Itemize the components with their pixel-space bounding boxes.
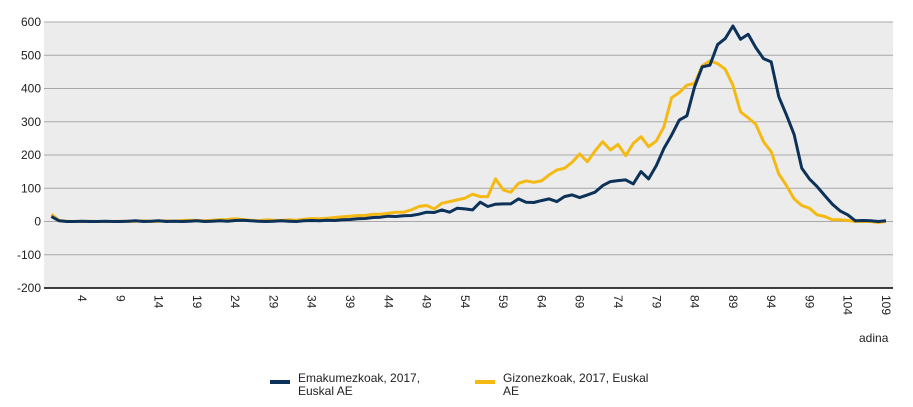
- x-tick-label: 59: [496, 295, 510, 309]
- series-lines: [50, 24, 887, 224]
- x-tick-label: 44: [381, 295, 395, 309]
- y-tick-label: 600: [21, 15, 41, 29]
- x-tick-label: 4: [75, 295, 89, 302]
- legend-label-emakumezkoak: Emakumezkoak, 2017, Euskal AE: [298, 371, 421, 398]
- y-tick-label: 0: [34, 215, 41, 229]
- legend-swatch-emakumezkoak: [270, 380, 290, 384]
- y-tick-label: -200: [17, 281, 41, 295]
- legend: Emakumezkoak, 2017, Euskal AE Gizonezkoa…: [270, 372, 650, 398]
- x-axis-ticks: 4 9 14 19 24 29 34 39 44 49 54 59 64 69 74 79 84 89 94 99 10…: [75, 295, 893, 315]
- y-tick-label: 300: [21, 115, 41, 129]
- x-tick-label: 99: [802, 295, 816, 309]
- series-line-emakumezkoak: [50, 24, 887, 223]
- y-tick-label: 100: [21, 181, 41, 195]
- legend-swatch-gizonezkoak: [475, 380, 495, 384]
- x-tick-label: 24: [228, 295, 242, 309]
- x-tick-label: 19: [190, 295, 204, 309]
- x-tick-label: 79: [649, 295, 663, 309]
- x-tick-label: 9: [113, 295, 127, 302]
- x-tick-label: 29: [266, 295, 280, 309]
- legend-item-emakumezkoak[interactable]: Emakumezkoak, 2017, Euskal AE: [270, 372, 445, 398]
- x-tick-label: 84: [688, 295, 702, 309]
- x-tick-label: 34: [305, 295, 319, 309]
- x-axis-label: adina: [859, 331, 889, 345]
- x-tick-label: 109: [879, 295, 893, 315]
- y-axis-ticks: -200 -100 0 100 200 300 400 500 600: [17, 15, 41, 295]
- x-tick-label: 49: [420, 295, 434, 309]
- legend-label-gizonezkoak: Gizonezkoak, 2017, Euskal AE: [503, 371, 649, 398]
- x-tick-label: 89: [726, 295, 740, 309]
- x-tick-label: 74: [611, 295, 625, 309]
- x-tick-label: 94: [764, 295, 778, 309]
- x-tick-label: 104: [841, 295, 855, 315]
- y-tick-label: 500: [21, 48, 41, 62]
- x-tick-label: 64: [534, 295, 548, 309]
- y-tick-label: -100: [17, 248, 41, 262]
- legend-item-gizonezkoak[interactable]: Gizonezkoak, 2017, Euskal AE: [475, 372, 650, 398]
- x-tick-label: 69: [573, 295, 587, 309]
- x-tick-label: 39: [343, 295, 357, 309]
- y-tick-label: 200: [21, 148, 41, 162]
- y-tick-label: 400: [21, 82, 41, 96]
- x-tick-label: 54: [458, 295, 472, 309]
- x-tick-label: 14: [152, 295, 166, 309]
